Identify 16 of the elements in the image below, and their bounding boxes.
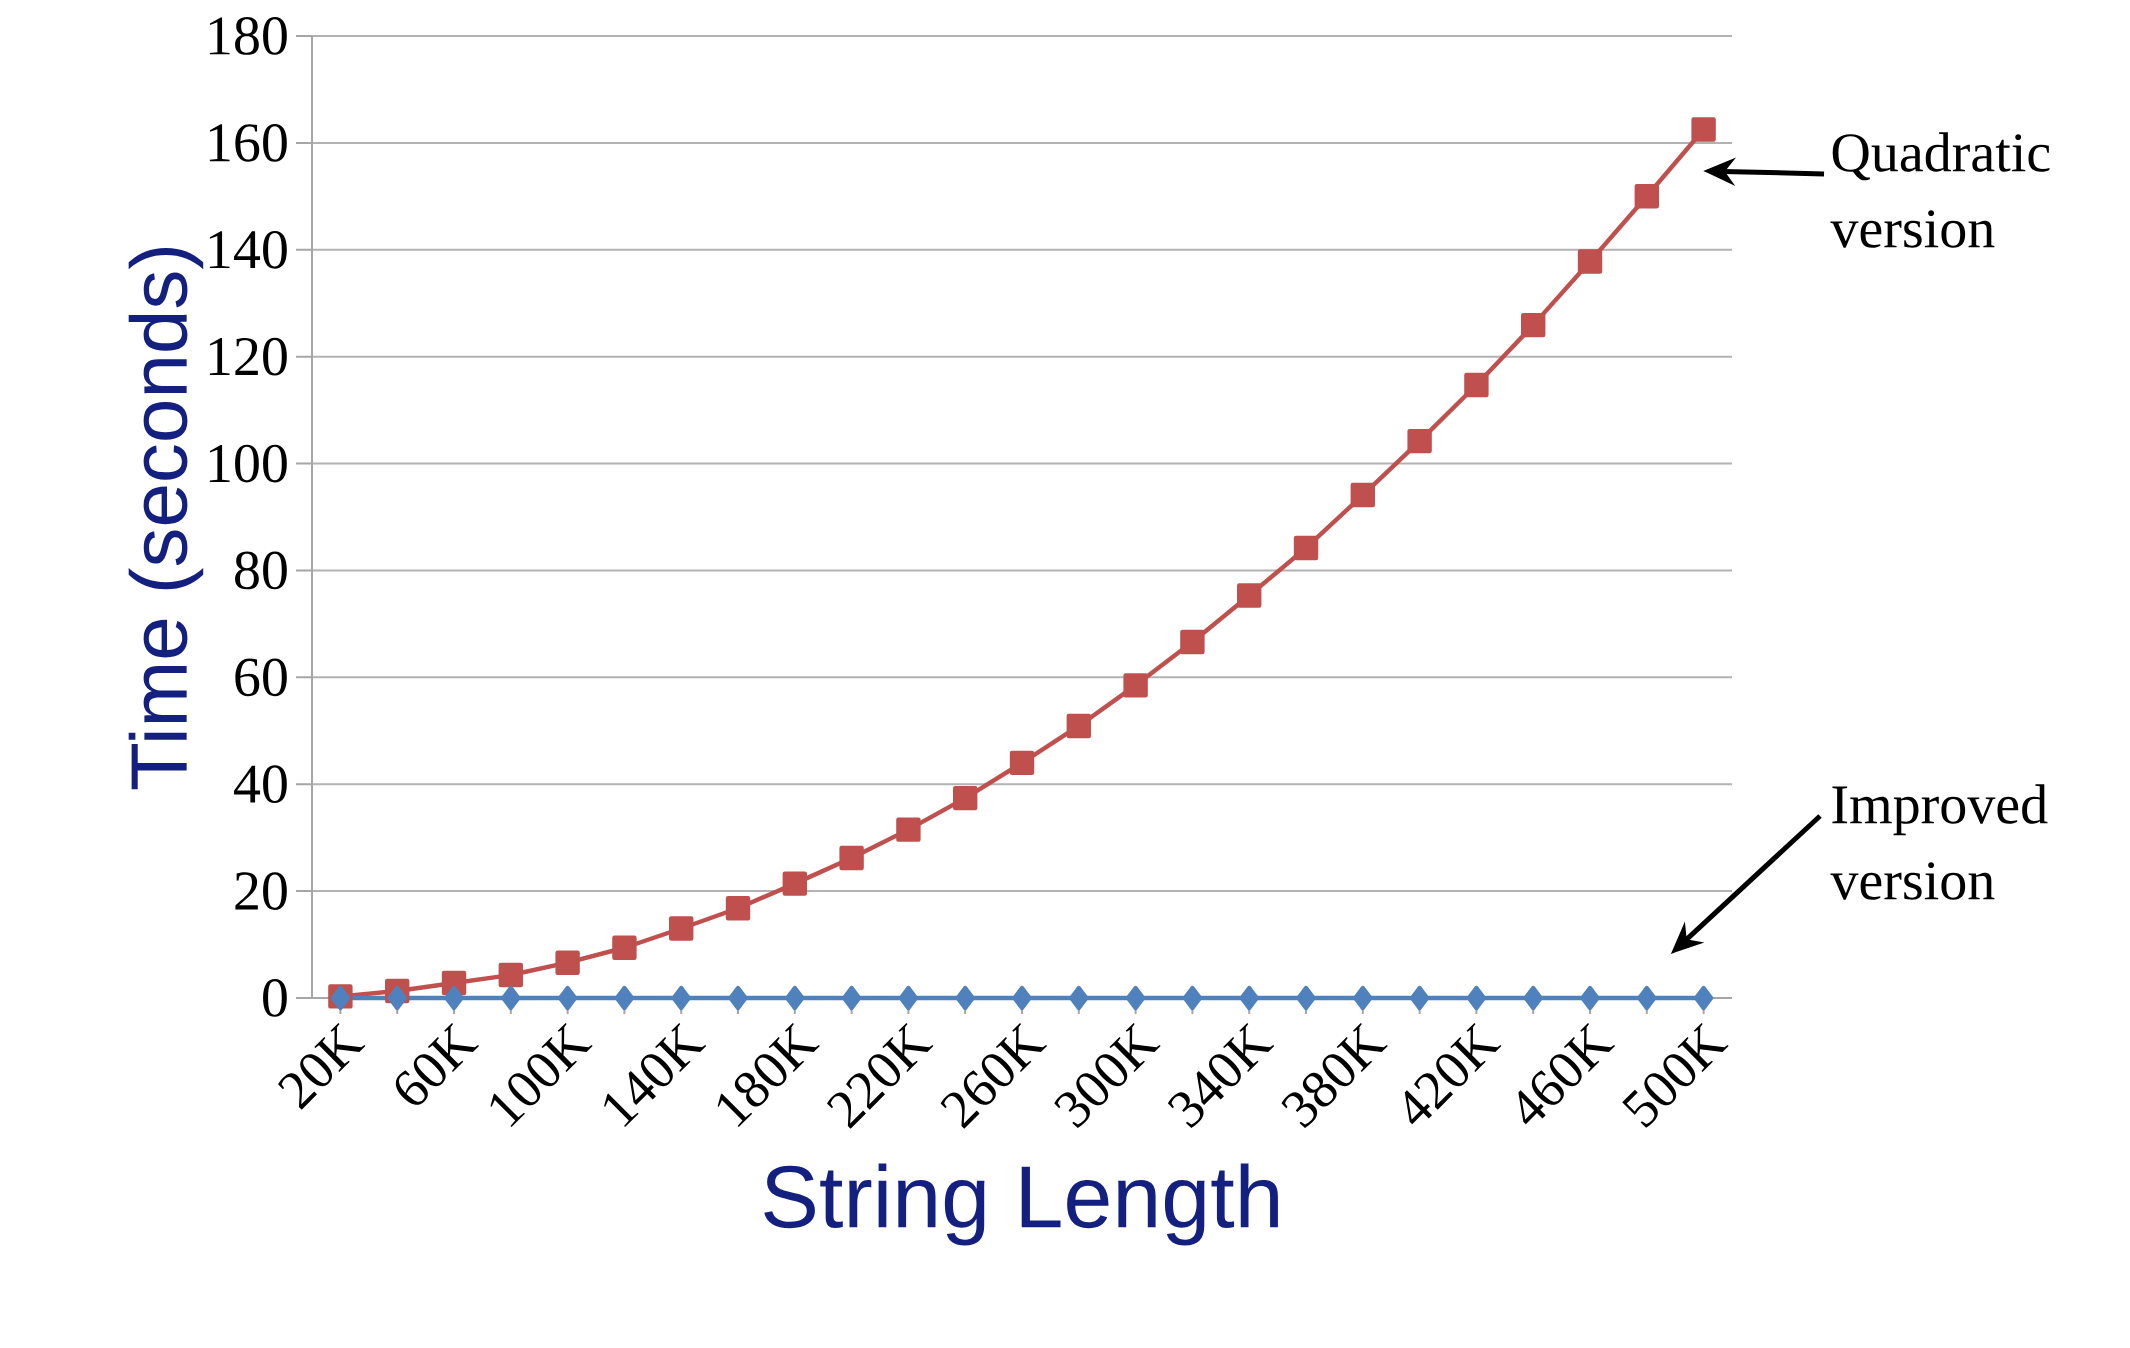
x-tick-label: 20K: [278, 1022, 366, 1110]
y-tick-label: 40: [234, 765, 287, 804]
y-tick-label: 60: [235, 658, 287, 697]
y-tick-label: 160: [209, 123, 287, 162]
y-tick-label: 20: [235, 872, 287, 910]
y-tick-label: 120: [209, 337, 287, 376]
y-tick-label: 180: [209, 17, 287, 55]
y-tick-label: 80: [235, 551, 287, 590]
text: Quadratic version: [1830, 132, 2050, 248]
y-axis-title: Time (seconds): [128, 247, 204, 790]
y-tick-label: 100: [209, 444, 287, 483]
x-tick-label: 60K: [395, 1022, 480, 1105]
y-tick-label: 0: [263, 979, 287, 1017]
text: Improved version: [1830, 784, 2048, 900]
y-tick-label: 140: [209, 230, 287, 269]
x-axis-title: String Length: [764, 1163, 1278, 1246]
